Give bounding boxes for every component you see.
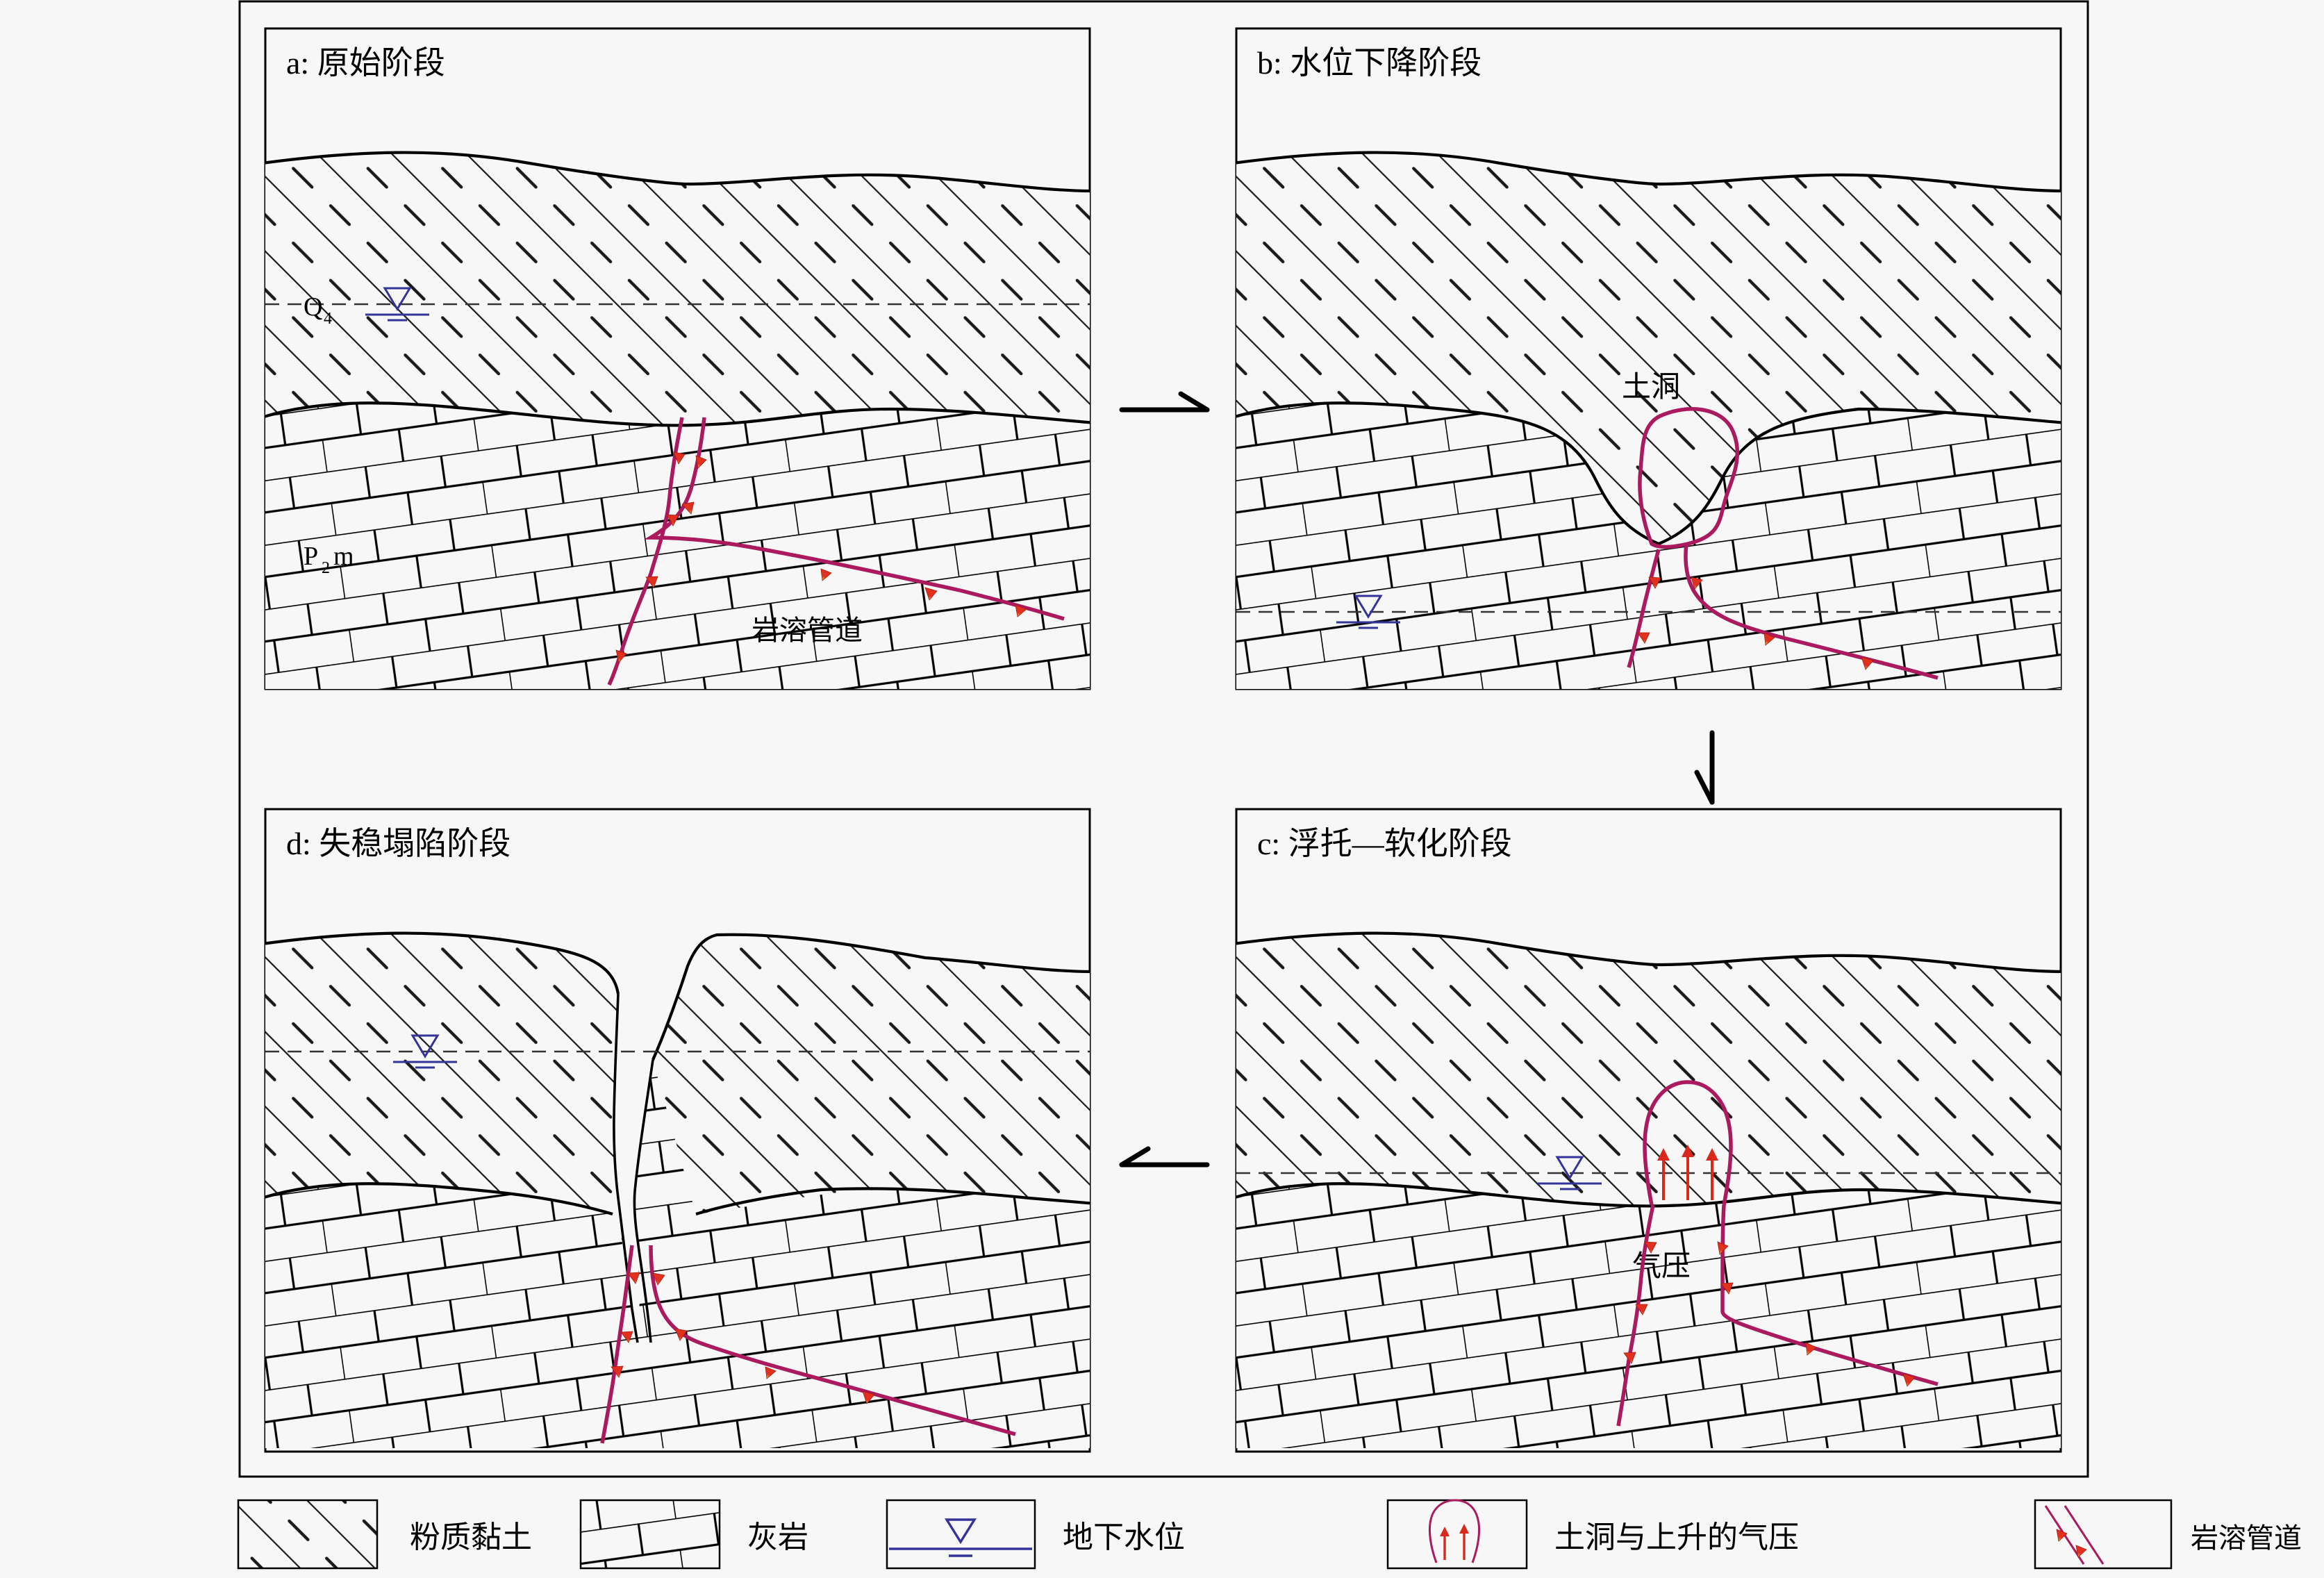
svg-text:d: 失稳塌陷阶段: d: 失稳塌陷阶段 [286, 826, 511, 861]
svg-text:岩溶管道: 岩溶管道 [2191, 1522, 2302, 1554]
svg-text:Q: Q [304, 292, 322, 322]
svg-text:土洞与上升的气压: 土洞与上升的气压 [1554, 1520, 1799, 1554]
svg-text:岩溶管道: 岩溶管道 [752, 615, 863, 646]
svg-text:c: 浮托—软化阶段: c: 浮托—软化阶段 [1257, 826, 1512, 861]
svg-text:b: 水位下降阶段: b: 水位下降阶段 [1257, 45, 1481, 81]
svg-text:地下水位: 地下水位 [1063, 1520, 1185, 1554]
svg-text:4: 4 [324, 310, 332, 328]
svg-text:土洞: 土洞 [1622, 372, 1680, 404]
svg-text:2: 2 [322, 559, 330, 577]
svg-text:粉质黏土: 粉质黏土 [410, 1520, 532, 1554]
svg-text:P: P [304, 542, 318, 571]
svg-text:a: 原始阶段: a: 原始阶段 [286, 45, 445, 81]
svg-text:m: m [333, 542, 354, 571]
svg-text:灰岩: 灰岩 [747, 1520, 808, 1554]
